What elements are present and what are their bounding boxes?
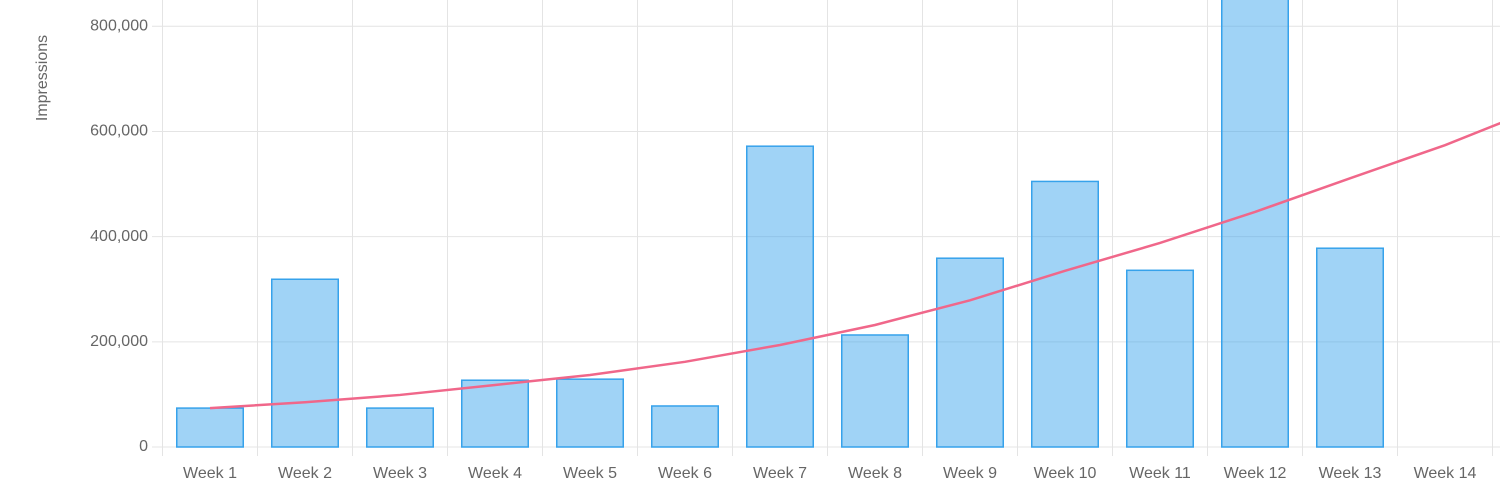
x-tick-label: Week 2 (278, 465, 332, 482)
bar (841, 334, 909, 448)
x-tick-label: Week 3 (373, 465, 427, 482)
bar (556, 378, 624, 448)
x-tick-label: Week 1 (183, 465, 237, 482)
bar (1031, 180, 1099, 448)
bar (271, 278, 339, 448)
bar (746, 145, 814, 448)
y-tick-label: 600,000 (90, 123, 148, 140)
x-tick-label: Week 5 (563, 465, 617, 482)
x-tick-label: Week 4 (468, 465, 522, 482)
y-tick-label: 0 (139, 438, 148, 455)
x-tick-label: Week 10 (1034, 465, 1097, 482)
x-tick-label: Week 9 (943, 465, 997, 482)
y-tick-label: 200,000 (90, 333, 148, 350)
bar (1316, 247, 1384, 448)
bar (1221, 0, 1289, 448)
x-tick-label: Week 12 (1224, 465, 1287, 482)
bar (936, 257, 1004, 448)
x-tick-label: Week 14 (1414, 465, 1477, 482)
y-tick-label: 400,000 (90, 228, 148, 245)
x-tick-label: Week 13 (1319, 465, 1382, 482)
x-tick-label: Week 6 (658, 465, 712, 482)
y-tick-label: 800,000 (90, 18, 148, 35)
bar (1126, 269, 1194, 448)
trend-line (209, 121, 1500, 410)
y-axis-title: Impressions (34, 35, 51, 121)
bar (176, 407, 244, 448)
bar (461, 379, 529, 448)
x-tick-label: Week 11 (1129, 465, 1191, 482)
x-tick-label: Week 8 (848, 465, 902, 482)
bar (651, 405, 719, 448)
x-tick-label: Week 7 (753, 465, 807, 482)
bar (366, 407, 434, 448)
